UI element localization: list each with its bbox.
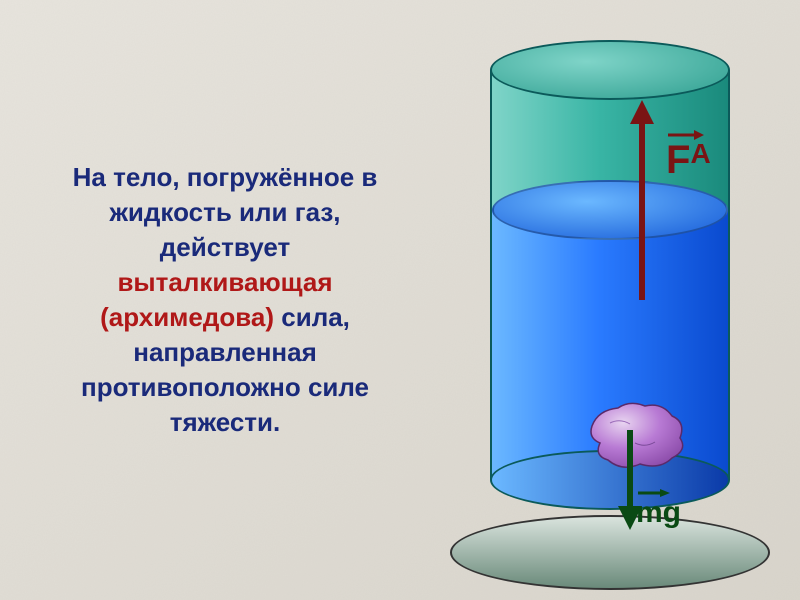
cylinder-diagram: FA mg xyxy=(460,30,760,570)
base-plate xyxy=(450,515,770,590)
vector-arrow-icon xyxy=(636,486,672,498)
description-text: На тело, погружённое в жидкость или газ,… xyxy=(0,160,420,441)
label-A-subscript: A xyxy=(690,138,710,170)
text-seg1: На тело, погружённое в жидкость или газ,… xyxy=(73,162,378,262)
arrow-down-line xyxy=(627,430,633,516)
water-surface-ellipse xyxy=(492,180,728,240)
gravity-force-label: mg xyxy=(636,496,681,530)
content-wrap: На тело, погружённое в жидкость или газ,… xyxy=(0,0,800,600)
buoyant-force-label: FA xyxy=(666,138,711,183)
cylinder-top-ellipse xyxy=(490,40,730,100)
label-mg-text: mg xyxy=(636,496,681,529)
arrow-up-head xyxy=(630,100,654,124)
arrow-up-line xyxy=(639,114,645,300)
buoyant-force-arrow xyxy=(630,100,654,300)
label-F: F xyxy=(666,138,690,183)
vector-arrow-icon xyxy=(666,126,706,140)
cylinder: FA mg xyxy=(490,40,730,510)
